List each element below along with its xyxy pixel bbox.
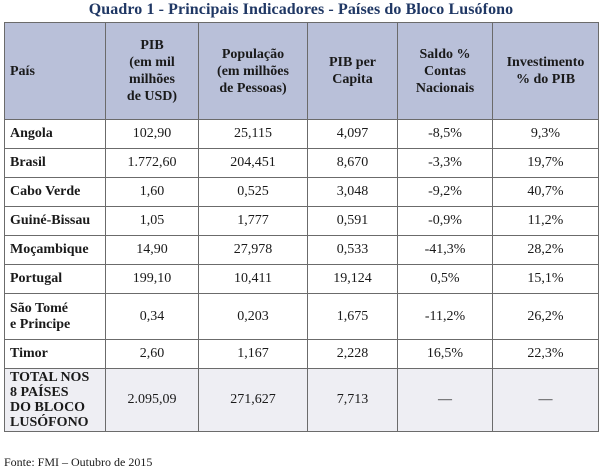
pib-cell: 1,60	[105, 177, 199, 207]
total-row: TOTAL NOS 8 PAÍSES DO BLOCO LUSÓFONO 2.0…	[4, 368, 599, 432]
investimento-cell: 22,3%	[492, 339, 599, 369]
investimento-cell: 40,7%	[492, 177, 599, 207]
pib-per-capita-cell: 2,228	[307, 339, 398, 369]
total-populacao-cell: 271,627	[198, 368, 308, 432]
header-pib-per-capita: PIB per Capita	[307, 22, 398, 120]
saldo-cell: -0,9%	[397, 206, 493, 236]
total-label-cell: TOTAL NOS 8 PAÍSES DO BLOCO LUSÓFONO	[4, 368, 106, 432]
pib-per-capita-cell: 0,533	[307, 235, 398, 265]
populacao-cell: 204,451	[198, 148, 308, 178]
country-cell: Moçambique	[4, 235, 106, 265]
table-row: Cabo Verde 1,60 0,525 3,048 -9,2% 40,7%	[4, 177, 599, 207]
saldo-cell: -3,3%	[397, 148, 493, 178]
country-cell: Angola	[4, 119, 106, 149]
saldo-cell: -8,5%	[397, 119, 493, 149]
header-investimento: Investimento % do PIB	[492, 22, 599, 120]
pib-per-capita-cell: 3,048	[307, 177, 398, 207]
table-row: Guiné-Bissau 1,05 1,777 0,591 -0,9% 11,2…	[4, 206, 599, 236]
header-pais: País	[4, 22, 106, 120]
total-investimento-cell: —	[492, 368, 599, 432]
table-body: Angola 102,90 25,115 4,097 -8,5% 9,3% Br…	[4, 119, 599, 432]
total-pib-per-capita-cell: 7,713	[307, 368, 398, 432]
total-saldo-cell: —	[397, 368, 493, 432]
pib-per-capita-cell: 4,097	[307, 119, 398, 149]
investimento-cell: 19,7%	[492, 148, 599, 178]
investimento-cell: 15,1%	[492, 264, 599, 294]
header-pib: PIB (em mil milhões de USD)	[105, 22, 199, 120]
header-saldo: Saldo % Contas Nacionais	[397, 22, 493, 120]
country-cell: Timor	[4, 339, 106, 369]
saldo-cell: -41,3%	[397, 235, 493, 265]
table-row: Portugal 199,10 10,411 19,124 0,5% 15,1%	[4, 264, 599, 294]
investimento-cell: 9,3%	[492, 119, 599, 149]
country-cell: São Tomé e Principe	[4, 293, 106, 340]
populacao-cell: 25,115	[198, 119, 308, 149]
table-header: País PIB (em mil milhões de USD) Populaç…	[4, 22, 599, 120]
table-row: Brasil 1.772,60 204,451 8,670 -3,3% 19,7…	[4, 148, 599, 178]
country-cell: Brasil	[4, 148, 106, 178]
populacao-cell: 1,777	[198, 206, 308, 236]
pib-per-capita-cell: 19,124	[307, 264, 398, 294]
table-row: São Tomé e Principe 0,34 0,203 1,675 -11…	[4, 293, 599, 340]
table-row: Timor 2,60 1,167 2,228 16,5% 22,3%	[4, 339, 599, 369]
populacao-cell: 10,411	[198, 264, 308, 294]
pib-cell: 14,90	[105, 235, 199, 265]
indicators-table: País PIB (em mil milhões de USD) Populaç…	[4, 22, 599, 432]
pib-cell: 2,60	[105, 339, 199, 369]
country-cell: Portugal	[4, 264, 106, 294]
pib-per-capita-cell: 0,591	[307, 206, 398, 236]
pib-cell: 199,10	[105, 264, 199, 294]
header-populacao: População (em milhões de Pessoas)	[198, 22, 308, 120]
saldo-cell: 0,5%	[397, 264, 493, 294]
country-cell: Cabo Verde	[4, 177, 106, 207]
saldo-cell: -9,2%	[397, 177, 493, 207]
header-row: País PIB (em mil milhões de USD) Populaç…	[4, 22, 599, 120]
pib-cell: 1.772,60	[105, 148, 199, 178]
populacao-cell: 0,203	[198, 293, 308, 340]
table-row: Angola 102,90 25,115 4,097 -8,5% 9,3%	[4, 119, 599, 149]
pib-cell: 0,34	[105, 293, 199, 340]
investimento-cell: 11,2%	[492, 206, 599, 236]
pib-cell: 1,05	[105, 206, 199, 236]
pib-per-capita-cell: 1,675	[307, 293, 398, 340]
pib-per-capita-cell: 8,670	[307, 148, 398, 178]
investimento-cell: 26,2%	[492, 293, 599, 340]
populacao-cell: 27,978	[198, 235, 308, 265]
populacao-cell: 1,167	[198, 339, 308, 369]
table-row: Moçambique 14,90 27,978 0,533 -41,3% 28,…	[4, 235, 599, 265]
source-note: Fonte: FMI – Outubro de 2015	[4, 455, 153, 469]
total-pib-cell: 2.095,09	[105, 368, 199, 432]
table-title: Quadro 1 - Principais Indicadores - País…	[88, 1, 514, 18]
investimento-cell: 28,2%	[492, 235, 599, 265]
saldo-cell: -11,2%	[397, 293, 493, 340]
populacao-cell: 0,525	[198, 177, 308, 207]
saldo-cell: 16,5%	[397, 339, 493, 369]
pib-cell: 102,90	[105, 119, 199, 149]
country-cell: Guiné-Bissau	[4, 206, 106, 236]
